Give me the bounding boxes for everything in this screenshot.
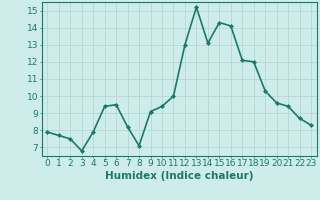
X-axis label: Humidex (Indice chaleur): Humidex (Indice chaleur) <box>105 171 253 181</box>
